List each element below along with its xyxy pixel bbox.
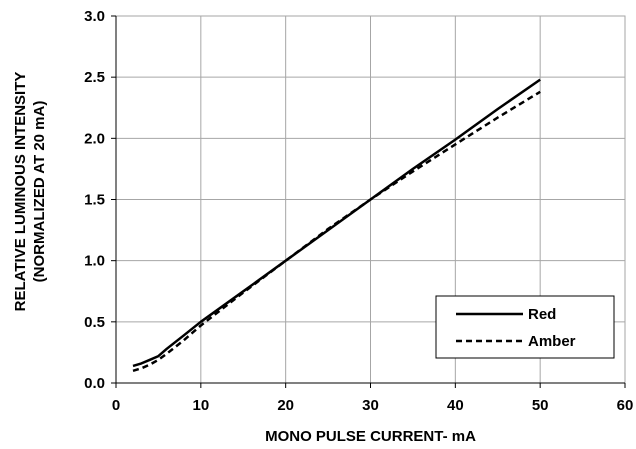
y-tick-label-3: 1.5 [84, 192, 105, 209]
legend-label-amber: Amber [528, 333, 576, 350]
y-axis-title-line-1: RELATIVE LUMINOUS INTENSITY [12, 72, 29, 312]
tick-layer: 0 10 20 30 40 50 60 0.0 0.5 1.0 1.5 2.0 2.5 3.0 [84, 8, 633, 414]
x-tick-label-6: 60 [617, 397, 634, 414]
x-tick-label-3: 30 [362, 397, 379, 414]
legend-label-red: Red [528, 306, 556, 323]
x-tick-label-0: 0 [112, 397, 120, 414]
series-layer [132, 78, 541, 372]
y-tick-label-4: 2.0 [84, 130, 105, 147]
x-tick-label-1: 10 [192, 397, 209, 414]
x-tick-label-4: 40 [447, 397, 464, 414]
y-tick-label-5: 2.5 [84, 69, 105, 86]
x-tick-label-2: 20 [277, 397, 294, 414]
y-axis-title-line-2: (NORMALIZED AT 20 mA) [31, 101, 48, 283]
x-tick-label-5: 50 [532, 397, 549, 414]
legend: Red Amber [435, 295, 615, 359]
y-tick-label-6: 3.0 [84, 8, 105, 25]
x-axis-title: MONO PULSE CURRENT- mA [265, 428, 476, 445]
y-tick-label-1: 0.5 [84, 314, 105, 331]
y-tick-label-2: 1.0 [84, 253, 105, 270]
series-line-amber [132, 90, 541, 372]
legend-box [435, 295, 615, 359]
series-line-red [132, 78, 541, 368]
y-tick-label-0: 0.0 [84, 375, 105, 392]
